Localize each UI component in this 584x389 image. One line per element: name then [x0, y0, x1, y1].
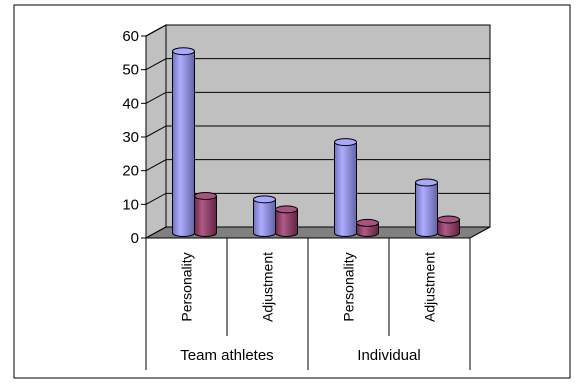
y-tick-label: 20	[122, 163, 139, 180]
bar-body	[194, 195, 217, 237]
y-tick-label: 10	[122, 196, 139, 213]
y-tick-label: 30	[122, 129, 139, 146]
y-tick-label: 50	[122, 62, 139, 79]
bar	[253, 195, 276, 237]
category-label: Adjustment	[260, 252, 276, 322]
gridline	[145, 159, 490, 172]
bar-top	[275, 205, 298, 214]
gridline	[145, 192, 490, 205]
gridline	[145, 91, 490, 104]
bar-body	[334, 141, 357, 237]
y-tick-label: 60	[122, 28, 139, 45]
gridline	[145, 125, 490, 138]
bar	[194, 191, 217, 237]
bar-top	[194, 191, 217, 200]
bar	[172, 47, 195, 237]
bar-body	[275, 208, 298, 237]
category-label: Personality	[179, 252, 195, 321]
bar-top	[253, 195, 276, 204]
bar-top	[437, 215, 460, 224]
bar	[356, 218, 379, 237]
group-label: Individual	[357, 347, 420, 364]
bar-top	[334, 138, 357, 147]
bar-body	[415, 182, 438, 237]
bar-body	[253, 198, 276, 237]
bar	[415, 178, 438, 237]
y-tick-label: 40	[122, 95, 139, 112]
value-axis: 0 10 20 30 40 50 60	[122, 28, 147, 247]
bar	[437, 215, 460, 237]
gridline	[145, 24, 490, 37]
bar-top	[356, 218, 379, 227]
group-label: Team athletes	[180, 347, 273, 364]
y-tick-label: 0	[131, 230, 139, 247]
bar	[334, 138, 357, 237]
bar-body	[172, 50, 195, 237]
gridlines	[145, 24, 490, 205]
bar-top	[415, 178, 438, 187]
bar-top	[172, 47, 195, 56]
bars	[172, 47, 460, 237]
bar-body	[437, 219, 460, 237]
category-label: Personality	[341, 252, 357, 321]
category-label: Adjustment	[422, 252, 438, 322]
bar	[275, 205, 298, 237]
gridline	[145, 58, 490, 71]
category-axis: Personality Adjustment Personality Adjustme…	[145, 237, 471, 370]
